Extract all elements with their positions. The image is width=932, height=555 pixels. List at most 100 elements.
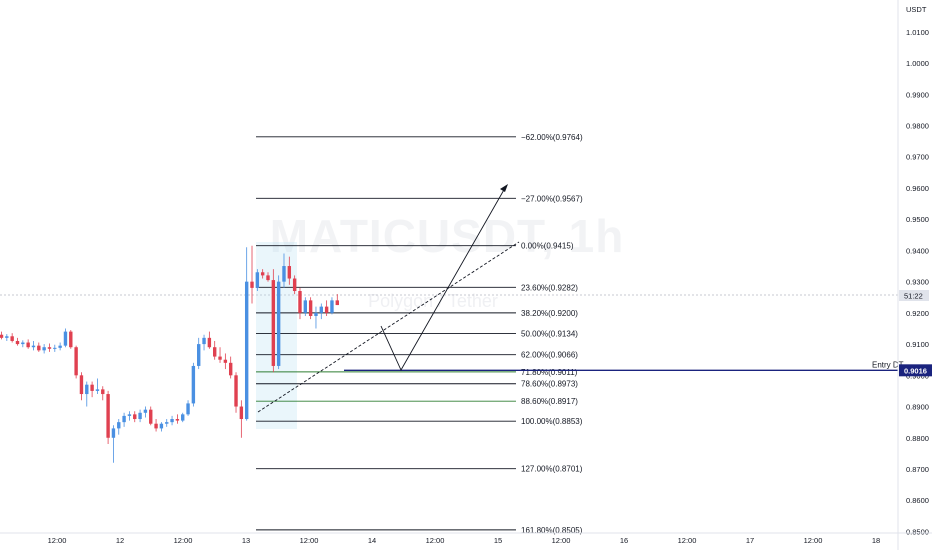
candle-body xyxy=(122,415,126,423)
entry-price-badge xyxy=(899,364,932,377)
candle-body xyxy=(21,342,25,345)
candle-body xyxy=(255,272,260,288)
candle-body xyxy=(260,272,265,276)
time-tick-label: 16 xyxy=(620,536,628,545)
candle-body xyxy=(165,422,169,424)
candle-body xyxy=(127,414,132,416)
candle-body xyxy=(287,266,292,279)
candle-body xyxy=(69,331,73,348)
fib-level-label: 78.60%(0.8973) xyxy=(521,380,578,389)
candle-body xyxy=(213,347,217,357)
time-tick-label: 14 xyxy=(368,536,376,545)
entry-price-value: 0.9016 xyxy=(904,366,927,375)
price-tick-label: 0.8800 xyxy=(906,434,929,443)
candle-body xyxy=(85,384,89,395)
time-tick-label: 12:00 xyxy=(300,536,319,545)
candle-body xyxy=(239,406,244,420)
fib-level-label: 0.00%(0.9415) xyxy=(521,242,574,251)
price-tick-label: 1.0000 xyxy=(906,59,929,68)
price-tick-label: 0.8500 xyxy=(906,527,929,536)
candle-body xyxy=(117,422,121,429)
candle-body xyxy=(228,362,233,376)
candle-body xyxy=(106,394,110,438)
candle-body xyxy=(5,336,9,338)
candle-body xyxy=(314,312,318,316)
candle-body xyxy=(292,278,297,292)
candle-body xyxy=(42,347,46,351)
candle-body xyxy=(15,340,20,345)
candles xyxy=(0,245,339,463)
price-tick-label: 0.9800 xyxy=(906,122,929,131)
candle-body xyxy=(282,266,286,282)
candle-body xyxy=(47,347,52,349)
price-axis[interactable]: USDT xyxy=(897,0,927,550)
candle-body xyxy=(133,414,137,420)
candle-body xyxy=(95,389,100,391)
candle-body xyxy=(101,389,105,395)
price-axis-ticks: 1.0100 1.0000 0.9900 0.9800 0.9700 0.9600 0.95… xyxy=(906,28,929,537)
candle-body xyxy=(143,409,148,413)
time-axis[interactable]: 12:00 12 12:00 13 12:00 14 12:00 15 12:00 16 12:00… xyxy=(48,536,881,545)
candle-body xyxy=(90,384,94,391)
candle-body xyxy=(26,342,30,348)
fib-level-label: 88.60%(0.8917) xyxy=(521,397,578,406)
time-tick-label: 12:00 xyxy=(678,536,697,545)
fib-level-label: 38.20%(0.9200) xyxy=(521,309,578,318)
candle-body xyxy=(175,419,180,421)
fib-level-label: 50.00%(0.9134) xyxy=(521,329,578,338)
candle-body xyxy=(138,412,142,420)
candle-body xyxy=(271,280,276,366)
candle-body xyxy=(207,337,212,348)
fib-level-label: −27.00%(0.9567) xyxy=(521,194,583,203)
candle-body xyxy=(53,347,57,349)
price-tick-label: 0.9500 xyxy=(906,215,929,224)
candle-body xyxy=(10,336,14,341)
candle-body xyxy=(79,375,84,395)
candle-body xyxy=(0,334,4,338)
candle-body xyxy=(181,414,185,421)
trend-line-dashed[interactable] xyxy=(257,241,520,413)
fib-level-label: −62.00%(0.9764) xyxy=(521,133,583,142)
countdown-badge xyxy=(899,290,929,301)
candle-body xyxy=(31,345,36,348)
price-tick-label: 0.8700 xyxy=(906,465,929,474)
candle-body xyxy=(111,428,116,438)
currency-label: USDT xyxy=(906,5,927,14)
projection-arrow-head xyxy=(500,184,508,192)
candle-body xyxy=(218,356,222,360)
price-tick-label: 0.9200 xyxy=(906,309,929,318)
time-tick-label: 12:00 xyxy=(804,536,823,545)
candle-body xyxy=(74,347,78,376)
candle-body xyxy=(202,337,206,345)
time-tick-label: 12:00 xyxy=(552,536,571,545)
time-tick-label: 12:00 xyxy=(426,536,445,545)
fib-level-label: 127.00%(0.8701) xyxy=(521,465,583,474)
candle-body xyxy=(170,419,174,423)
fib-level-label: 71.80%(0.9011) xyxy=(521,368,578,377)
fib-level-label: 161.80%(0.8505) xyxy=(521,526,583,535)
price-tick-label: 0.9900 xyxy=(906,90,929,99)
candle-body xyxy=(58,345,62,348)
time-tick-label: 12:00 xyxy=(174,536,193,545)
symbol-watermark: MATICUSDT, 1h xyxy=(270,210,625,262)
fibonacci-retracement[interactable]: −62.00%(0.9764) −27.00%(0.9567) 0.00%(0.94… xyxy=(256,133,583,535)
candle-body xyxy=(244,281,249,420)
candle-body xyxy=(37,345,41,351)
price-tick-label: 0.9600 xyxy=(906,184,929,193)
time-tick-label: 12 xyxy=(116,536,124,545)
candle-body xyxy=(250,281,254,288)
symbol-description-watermark: Polygon / Tether xyxy=(368,291,498,311)
countdown-label: 51:22 xyxy=(904,292,923,301)
time-tick-label: 15 xyxy=(494,536,502,545)
projection-path[interactable] xyxy=(380,187,506,371)
candle-body xyxy=(303,300,308,313)
fib-level-label: 100.00%(0.8853) xyxy=(521,417,583,426)
time-tick-label: 13 xyxy=(242,536,250,545)
price-tick-label: 0.9400 xyxy=(906,246,929,255)
price-tick-label: 0.8600 xyxy=(906,496,929,505)
candle-body xyxy=(266,275,270,281)
candle-body xyxy=(223,359,228,363)
price-tick-label: 0.8900 xyxy=(906,403,929,412)
